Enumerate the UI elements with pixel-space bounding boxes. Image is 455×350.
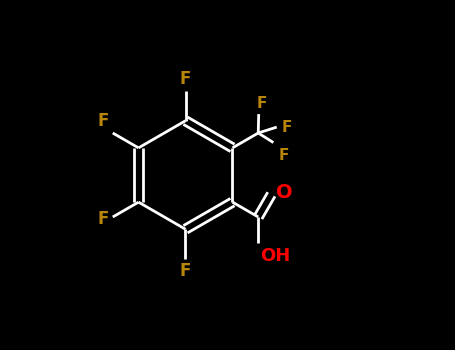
- Text: F: F: [278, 148, 289, 163]
- Text: F: F: [180, 70, 191, 88]
- Text: F: F: [257, 96, 268, 111]
- Text: F: F: [98, 112, 109, 130]
- Text: F: F: [180, 262, 191, 280]
- Text: F: F: [98, 210, 109, 228]
- Text: OH: OH: [260, 247, 290, 265]
- Text: F: F: [282, 120, 293, 135]
- Text: O: O: [276, 183, 292, 202]
